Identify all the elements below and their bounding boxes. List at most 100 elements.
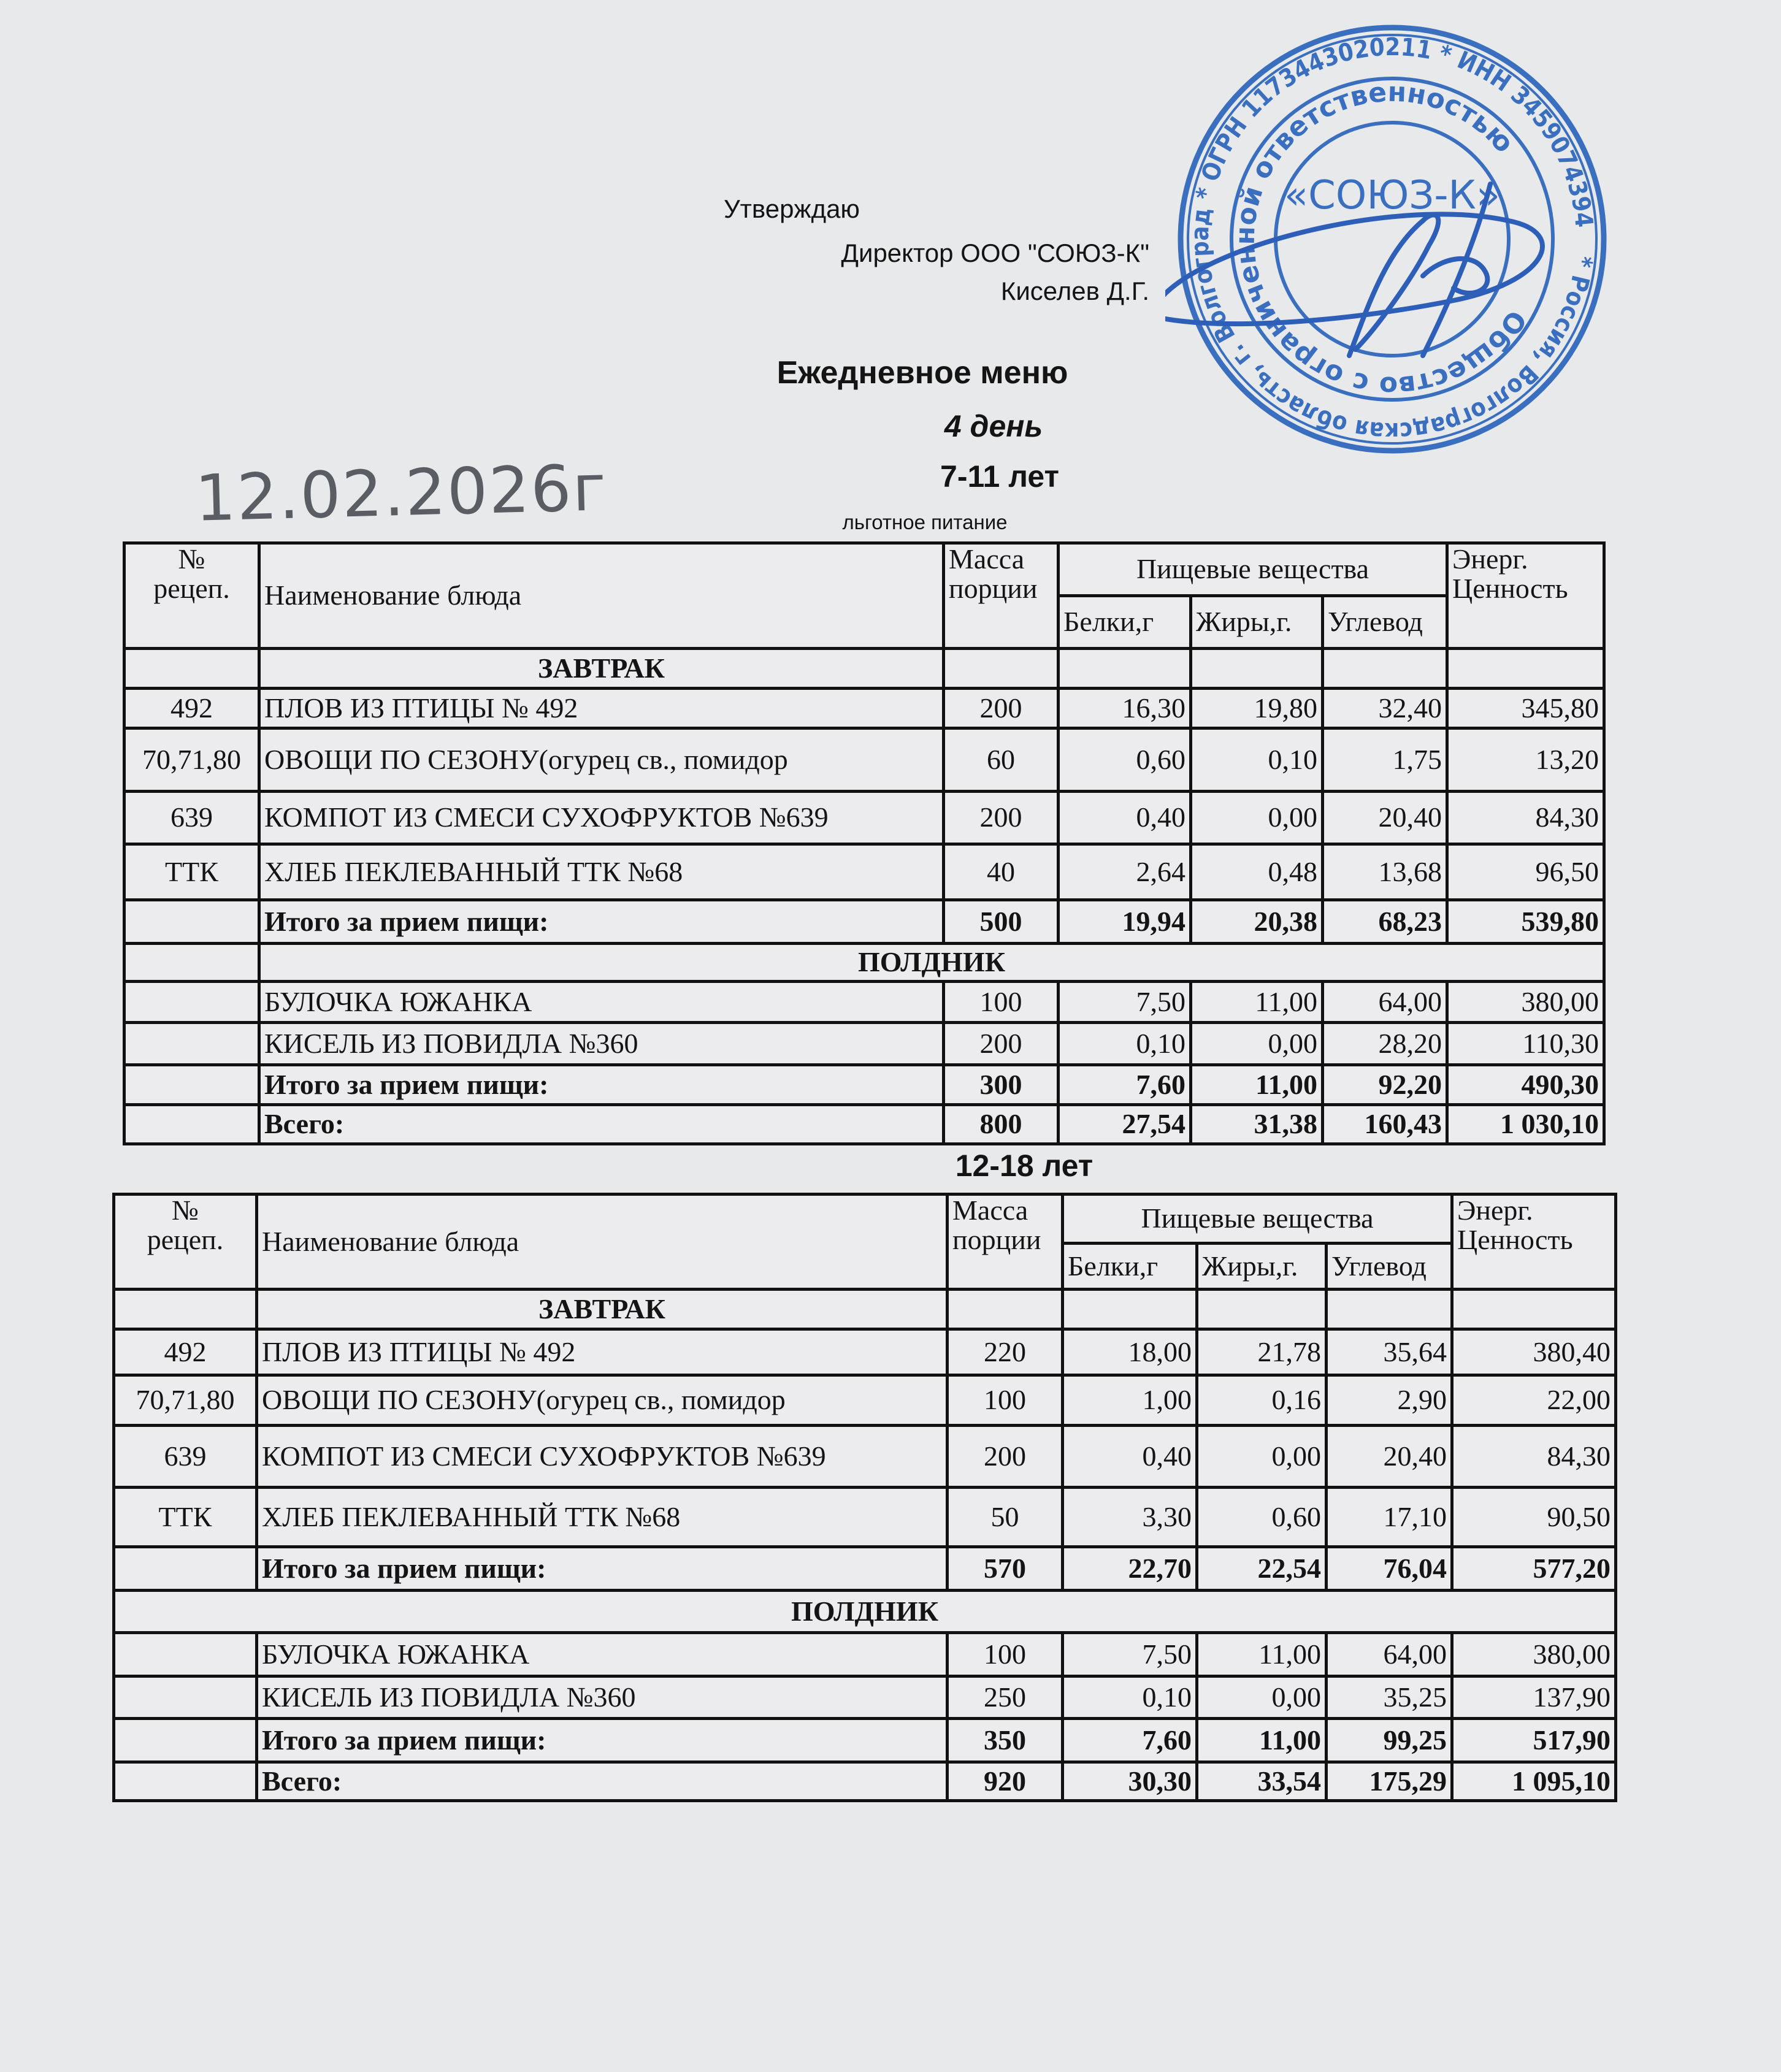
dish-name: КИСЕЛЬ ИЗ ПОВИДЛА №360 (258, 1021, 945, 1066)
protein-value: 27,54 (1057, 1103, 1192, 1145)
section-title: ПОЛДНИК (257, 942, 1606, 983)
section-row: ЗАВТРАК (112, 1288, 1618, 1331)
energy-value: 13,20 (1446, 727, 1606, 793)
col-carbs: Углевод (1320, 594, 1449, 650)
carbs-value: 28,20 (1320, 1021, 1449, 1066)
dish-name: Итого за прием пищи: (258, 898, 945, 945)
approve-label: Утверждаю (724, 194, 860, 223)
total-row: Итого за прием пищи: 570 22,70 22,54 76,04 57… (112, 1545, 1618, 1592)
energy-value: 380,00 (1446, 980, 1606, 1024)
protein-value: 7,60 (1061, 1717, 1198, 1764)
fat-value: 0,48 (1189, 843, 1324, 901)
protein-value: 19,94 (1057, 898, 1192, 945)
protein-value: 0,10 (1057, 1021, 1192, 1066)
portion-mass: 200 (946, 1424, 1064, 1489)
menu-table-7-11: № рецеп. Наименование блюда Масса порции Пище… (123, 541, 1606, 1145)
menu-day: 4 день (944, 409, 1043, 443)
dish-name: КИСЕЛЬ ИЗ ПОВИДЛА №360 (255, 1675, 949, 1720)
total-row: Итого за прием пищи: 350 7,60 11,00 99,25 517… (112, 1717, 1618, 1764)
recipe-no: 70,71,80 (123, 727, 261, 793)
recipe-no: 639 (112, 1424, 258, 1489)
recipe-cell (123, 942, 261, 983)
total-row: Всего: 800 27,54 31,38 160,43 1 030,10 (123, 1103, 1606, 1145)
col-recipe-no: № рецеп. (123, 541, 261, 650)
recipe-no: 639 (123, 790, 261, 846)
portion-mass: 50 (946, 1486, 1064, 1548)
dish-name: КОМПОТ ИЗ СМЕСИ СУХОФРУКТОВ №639 (255, 1424, 949, 1489)
portion-mass: 200 (942, 1021, 1060, 1066)
col-protein: Белки,г (1057, 594, 1192, 650)
section-title: ПОЛДНИК (112, 1589, 1618, 1634)
carbs-value: 99,25 (1324, 1717, 1454, 1764)
table-row: ТТК ХЛЕБ ПЕКЛЕВАННЫЙ ТТК №68 50 3,30 0,60 17,… (112, 1486, 1618, 1548)
dish-name: БУЛОЧКА ЮЖАНКА (258, 980, 945, 1024)
col-energy: Энерг. Ценность (1446, 541, 1606, 650)
energy-value: 380,40 (1450, 1328, 1618, 1377)
recipe-no (112, 1675, 258, 1720)
recipe-no-label: № (172, 1195, 199, 1226)
portion-mass: 250 (946, 1675, 1064, 1720)
carbs-value: 32,40 (1320, 687, 1449, 730)
recipe-no: 492 (112, 1328, 258, 1377)
recipe-no (112, 1760, 258, 1802)
protein-value: 7,60 (1057, 1063, 1192, 1106)
protein-value: 1,00 (1061, 1374, 1198, 1427)
signature (1165, 182, 1545, 358)
recipe-no (123, 898, 261, 945)
carbs-value: 2,90 (1324, 1374, 1454, 1427)
fat-value: 11,00 (1189, 1063, 1324, 1106)
carbs-value: 68,23 (1320, 898, 1449, 945)
dish-name: Итого за прием пищи: (255, 1545, 949, 1592)
total-row: Итого за прием пищи: 300 7,60 11,00 92,20 490… (123, 1063, 1606, 1106)
table-row: КИСЕЛЬ ИЗ ПОВИДЛА №360 250 0,10 0,00 35,25 13… (112, 1675, 1618, 1720)
table-row: БУЛОЧКА ЮЖАНКА 100 7,50 11,00 64,00 380,00 (123, 980, 1606, 1024)
recipe-no: 492 (123, 687, 261, 730)
table-row: БУЛОЧКА ЮЖАНКА 100 7,50 11,00 64,00 380,00 (112, 1631, 1618, 1678)
total-row: Всего: 920 30,30 33,54 175,29 1 095,10 (112, 1760, 1618, 1802)
col-carbs: Углевод (1324, 1242, 1454, 1291)
fat-value: 19,80 (1189, 687, 1324, 730)
portion-mass: 800 (942, 1103, 1060, 1145)
col-protein: Белки,г (1061, 1242, 1198, 1291)
recipe-no: ТТК (123, 843, 261, 901)
portion-mass: 100 (942, 980, 1060, 1024)
portion-mass: 200 (942, 687, 1060, 730)
col-mass: Масса порции (942, 541, 1060, 650)
fat-value: 11,00 (1189, 980, 1324, 1024)
fat-value: 0,00 (1195, 1424, 1328, 1489)
carbs-value: 76,04 (1324, 1545, 1454, 1592)
recipe-cell (123, 647, 261, 690)
carbs-value: 13,68 (1320, 843, 1449, 901)
signer-name: Киселев Д.Г. (1000, 277, 1149, 305)
fat-value: 31,38 (1189, 1103, 1324, 1145)
carbs-value: 35,64 (1324, 1328, 1454, 1377)
carbs-value: 20,40 (1320, 790, 1449, 846)
protein-value: 2,64 (1057, 843, 1192, 901)
carbs-value: 64,00 (1324, 1631, 1454, 1678)
fat-value: 0,10 (1189, 727, 1324, 793)
fat-value: 11,00 (1195, 1631, 1328, 1678)
fat-value: 0,00 (1195, 1675, 1328, 1720)
recipe-no (112, 1545, 258, 1592)
carbs-value: 160,43 (1320, 1103, 1449, 1145)
col-dish-name: Наименование блюда (258, 541, 945, 650)
recipe-no (123, 1021, 261, 1066)
empty-cell (1189, 647, 1324, 690)
carbs-value: 35,25 (1324, 1675, 1454, 1720)
protein-value: 0,40 (1061, 1424, 1198, 1489)
director-title: Директор ООО "СОЮЗ-К" (841, 239, 1149, 267)
fat-value: 11,00 (1195, 1717, 1328, 1764)
fat-value: 20,38 (1189, 898, 1324, 945)
table-row: 70,71,80 ОВОЩИ ПО СЕЗОНУ(огурец св., поми… (123, 727, 1606, 793)
recipe-label: рецеп. (153, 573, 230, 605)
header-row: № рецеп. Наименование блюда Масса порции Пище… (123, 541, 1606, 650)
col-nutrients: Пищевые вещества (1060, 1193, 1454, 1245)
carbs-value: 20,40 (1324, 1424, 1454, 1489)
section-row: ПОЛДНИК (112, 1589, 1618, 1634)
energy-value: 490,30 (1446, 1063, 1606, 1106)
section-row: ЗАВТРАК (123, 647, 1606, 690)
table-row: 492 ПЛОВ ИЗ ПТИЦЫ № 492 200 16,30 19,80 32,40… (123, 687, 1606, 730)
age-group-2: 12-18 лет (955, 1149, 1093, 1183)
energy-value: 577,20 (1450, 1545, 1618, 1592)
energy-value: 380,00 (1450, 1631, 1618, 1678)
